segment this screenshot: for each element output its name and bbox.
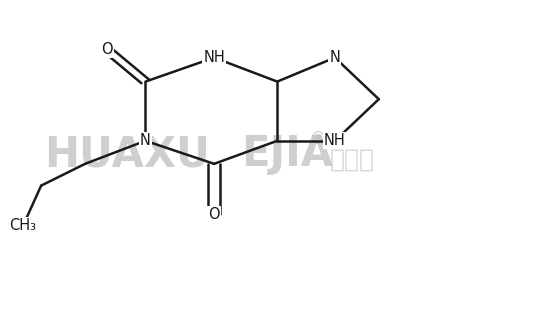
Text: CH₃: CH₃	[9, 218, 37, 233]
Text: NH: NH	[324, 133, 346, 148]
Text: N: N	[140, 133, 151, 148]
Text: NH: NH	[203, 50, 225, 65]
Text: 化学加: 化学加	[329, 148, 374, 172]
Text: EJIA: EJIA	[242, 133, 334, 175]
Text: O: O	[208, 207, 220, 222]
Text: O: O	[101, 42, 113, 57]
Text: N: N	[329, 50, 340, 65]
Text: ®: ®	[310, 130, 327, 148]
Text: HUAXU: HUAXU	[44, 133, 210, 175]
